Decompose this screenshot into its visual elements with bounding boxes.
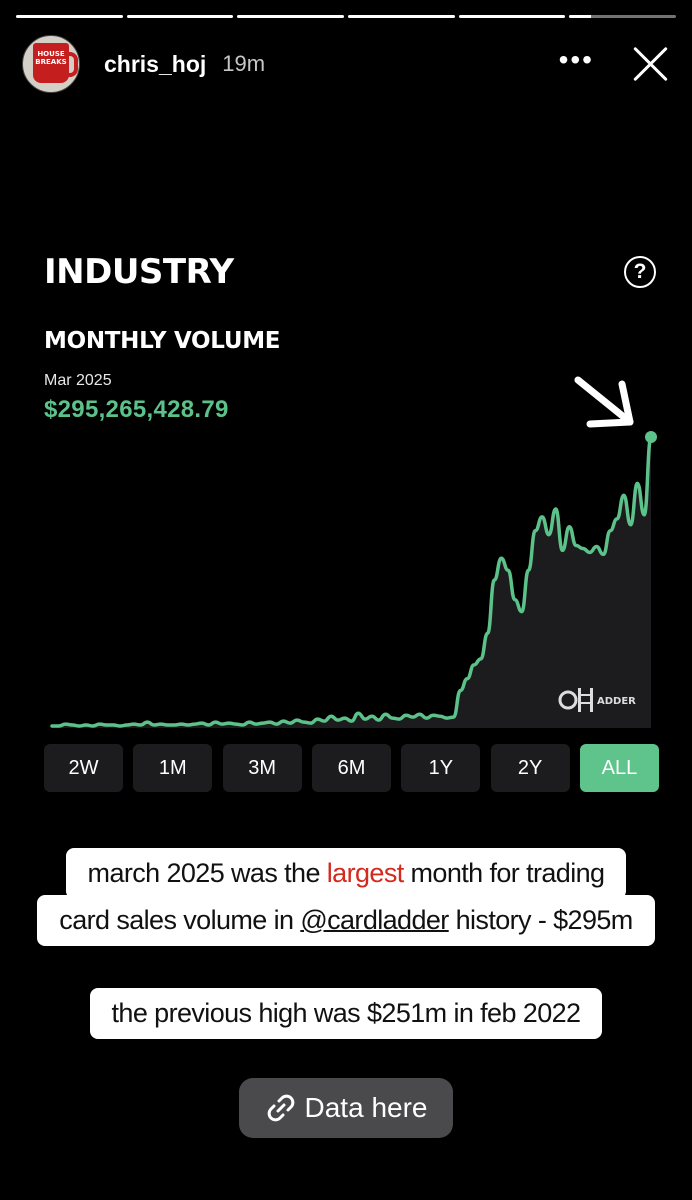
progress-segment bbox=[237, 15, 345, 18]
progress-segment bbox=[126, 15, 234, 18]
range-button-all[interactable]: ALL bbox=[579, 744, 659, 792]
caption-line-1: march 2025 was the largest month for tra… bbox=[0, 848, 692, 899]
post-time: 19m bbox=[222, 51, 266, 76]
caption-pill: card sales volume in @cardladder history… bbox=[37, 895, 655, 946]
range-button-1y[interactable]: 1Y bbox=[401, 744, 481, 792]
caption-highlight: largest bbox=[326, 858, 404, 888]
range-button-1m[interactable]: 1M bbox=[133, 744, 213, 792]
progress-segment bbox=[569, 15, 677, 18]
caption-line-3: the previous high was $251m in feb 2022 bbox=[0, 988, 692, 1039]
caption-pill: march 2025 was the largest month for tra… bbox=[65, 848, 627, 899]
caption-text: march 2025 was the bbox=[87, 858, 327, 888]
chart-area bbox=[52, 437, 651, 728]
range-button-2y[interactable]: 2Y bbox=[490, 744, 570, 792]
chart-last-point bbox=[645, 431, 657, 443]
story-progress bbox=[16, 15, 677, 18]
volume-chart: ADDER bbox=[50, 376, 657, 728]
page-title: INDUSTRY bbox=[44, 252, 234, 292]
range-button-6m[interactable]: 6M bbox=[311, 744, 391, 792]
progress-segment bbox=[16, 15, 123, 18]
help-icon[interactable]: ? bbox=[624, 256, 656, 288]
selected-month: Mar 2025 bbox=[44, 372, 112, 389]
caption-line-2: card sales volume in @cardladder history… bbox=[0, 895, 692, 946]
chart-line bbox=[50, 435, 653, 728]
arrow-annotation bbox=[574, 376, 634, 428]
close-icon[interactable] bbox=[630, 44, 670, 84]
mention-link[interactable]: @cardladder bbox=[300, 905, 449, 935]
avatar[interactable]: HOUSE BREAKS bbox=[22, 35, 80, 93]
caption-text: month for trading bbox=[403, 858, 606, 888]
watermark-text: ADDER bbox=[597, 696, 636, 707]
caption-text: card sales volume in bbox=[59, 905, 301, 935]
cardladder-watermark: ADDER bbox=[558, 688, 636, 712]
username[interactable]: chris_hoj bbox=[104, 50, 207, 77]
more-options-icon[interactable]: ••• bbox=[558, 44, 594, 75]
progress-segment bbox=[348, 15, 455, 18]
avatar-text: HOUSE BREAKS bbox=[35, 50, 67, 66]
selected-value: $295,265,428.79 bbox=[44, 396, 229, 423]
story-header: HOUSE BREAKS chris_hoj 19m ••• bbox=[22, 34, 670, 94]
chart-title: MONTHLY VOLUME bbox=[44, 328, 281, 354]
mug-logo bbox=[33, 43, 78, 83]
range-selector: 2W 1M 3M 6M 1Y 2Y ALL bbox=[44, 744, 659, 792]
caption-pill: the previous high was $251m in feb 2022 bbox=[89, 988, 603, 1039]
range-button-2w[interactable]: 2W bbox=[44, 744, 123, 792]
progress-segment bbox=[458, 15, 566, 18]
range-button-3m[interactable]: 3M bbox=[222, 744, 302, 792]
link-label: Data here bbox=[304, 1092, 428, 1123]
link-sticker[interactable]: Data here bbox=[239, 1078, 453, 1138]
caption-text: history - $295m bbox=[448, 905, 634, 935]
link-icon bbox=[267, 1094, 294, 1122]
